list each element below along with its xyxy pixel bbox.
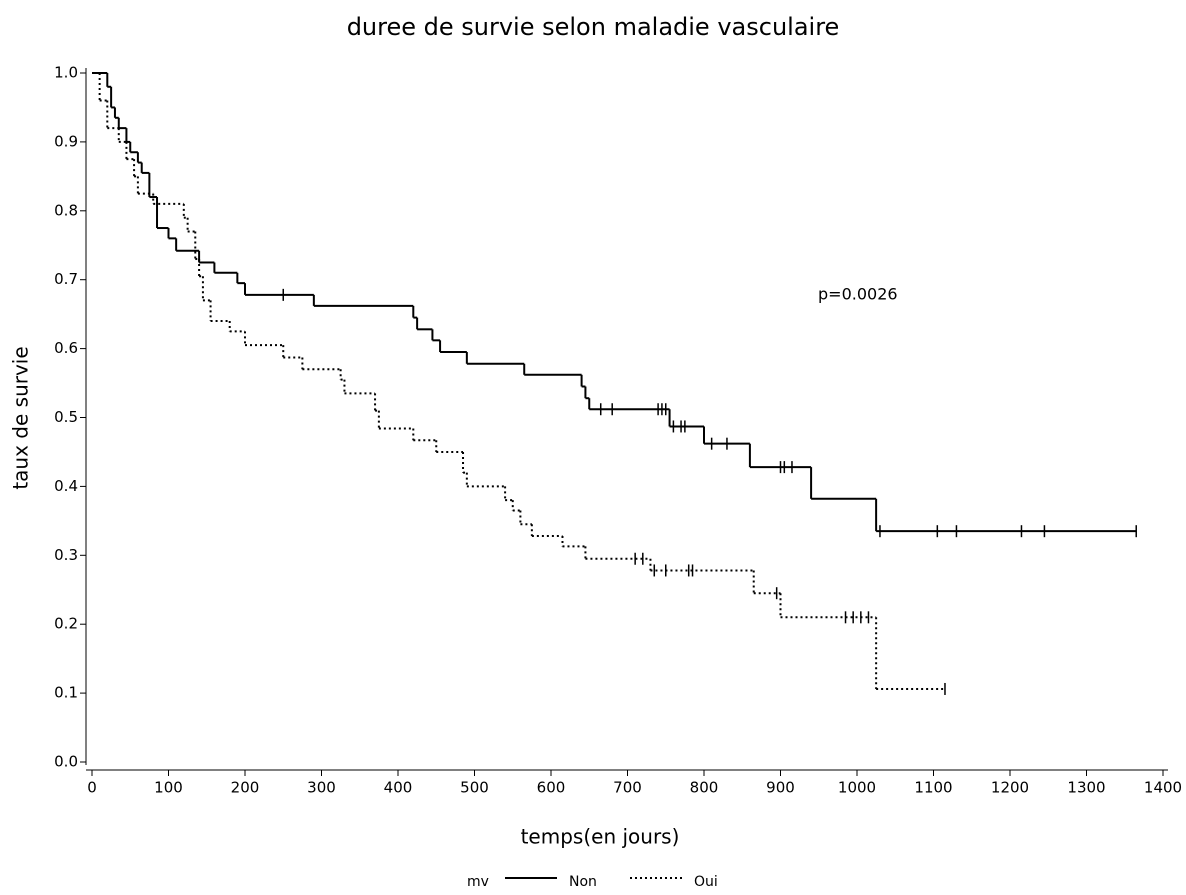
y-axis-label: taux de survie: [9, 346, 33, 489]
chart-title: duree de survie selon maladie vasculaire: [347, 13, 840, 41]
y-tick-label: 0.3: [54, 546, 78, 564]
x-tick-label: 800: [690, 779, 719, 797]
y-tick-label: 0.4: [54, 477, 78, 495]
x-tick-label: 700: [613, 779, 642, 797]
legend-title: mv: [467, 874, 489, 890]
x-tick-label: 300: [307, 779, 336, 797]
x-tick-label: 600: [537, 779, 566, 797]
x-tick-label: 1000: [838, 779, 876, 797]
y-tick-label: 0.7: [54, 270, 78, 288]
y-tick-label: 0.5: [54, 408, 78, 426]
x-tick-label: 500: [460, 779, 489, 797]
x-tick-label: 0: [87, 779, 97, 797]
x-tick-label: 200: [231, 779, 260, 797]
y-tick-label: 0.0: [54, 753, 78, 771]
y-tick-label: 0.1: [54, 684, 78, 702]
x-tick-label: 1200: [991, 779, 1029, 797]
x-tick-label: 1300: [1067, 779, 1105, 797]
y-tick-label: 0.9: [54, 132, 78, 150]
legend-label: Oui: [694, 874, 718, 890]
x-tick-label: 1100: [914, 779, 952, 797]
y-tick-label: 0.2: [54, 615, 78, 633]
legend-label: Non: [569, 874, 597, 890]
x-tick-label: 900: [766, 779, 795, 797]
annotation: p=0.0026: [818, 285, 898, 304]
x-axis-label: temps(en jours): [521, 825, 680, 849]
x-tick-label: 1400: [1144, 779, 1182, 797]
y-tick-label: 0.6: [54, 339, 78, 357]
y-tick-label: 1.0: [54, 64, 78, 82]
x-tick-label: 400: [384, 779, 413, 797]
x-tick-label: 100: [154, 779, 183, 797]
y-tick-label: 0.8: [54, 201, 78, 219]
